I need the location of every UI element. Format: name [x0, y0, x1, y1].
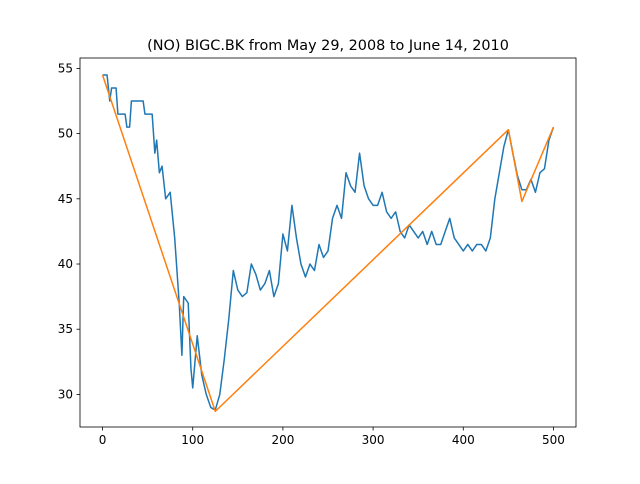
- x-tick-label: 500: [542, 433, 565, 447]
- line: [101, 74, 555, 413]
- y-tick-label: 55: [58, 61, 73, 75]
- y-tick-label: 50: [58, 127, 73, 141]
- plot-frame: [79, 57, 577, 428]
- x-tick-label: 100: [181, 433, 204, 447]
- chart-title: (NO) BIGC.BK from May 29, 2008 to June 1…: [147, 38, 509, 54]
- y-tick-label: 40: [58, 257, 73, 271]
- x-tick-label: 200: [271, 433, 294, 447]
- x-tick-label: 300: [362, 433, 385, 447]
- line: [102, 74, 555, 411]
- x-tick-label: 400: [452, 433, 475, 447]
- x-tick-label: 0: [99, 433, 107, 447]
- y-tick-label: 30: [58, 387, 73, 401]
- y-tick-label: 45: [58, 192, 73, 206]
- y-tick-label: 35: [58, 322, 73, 336]
